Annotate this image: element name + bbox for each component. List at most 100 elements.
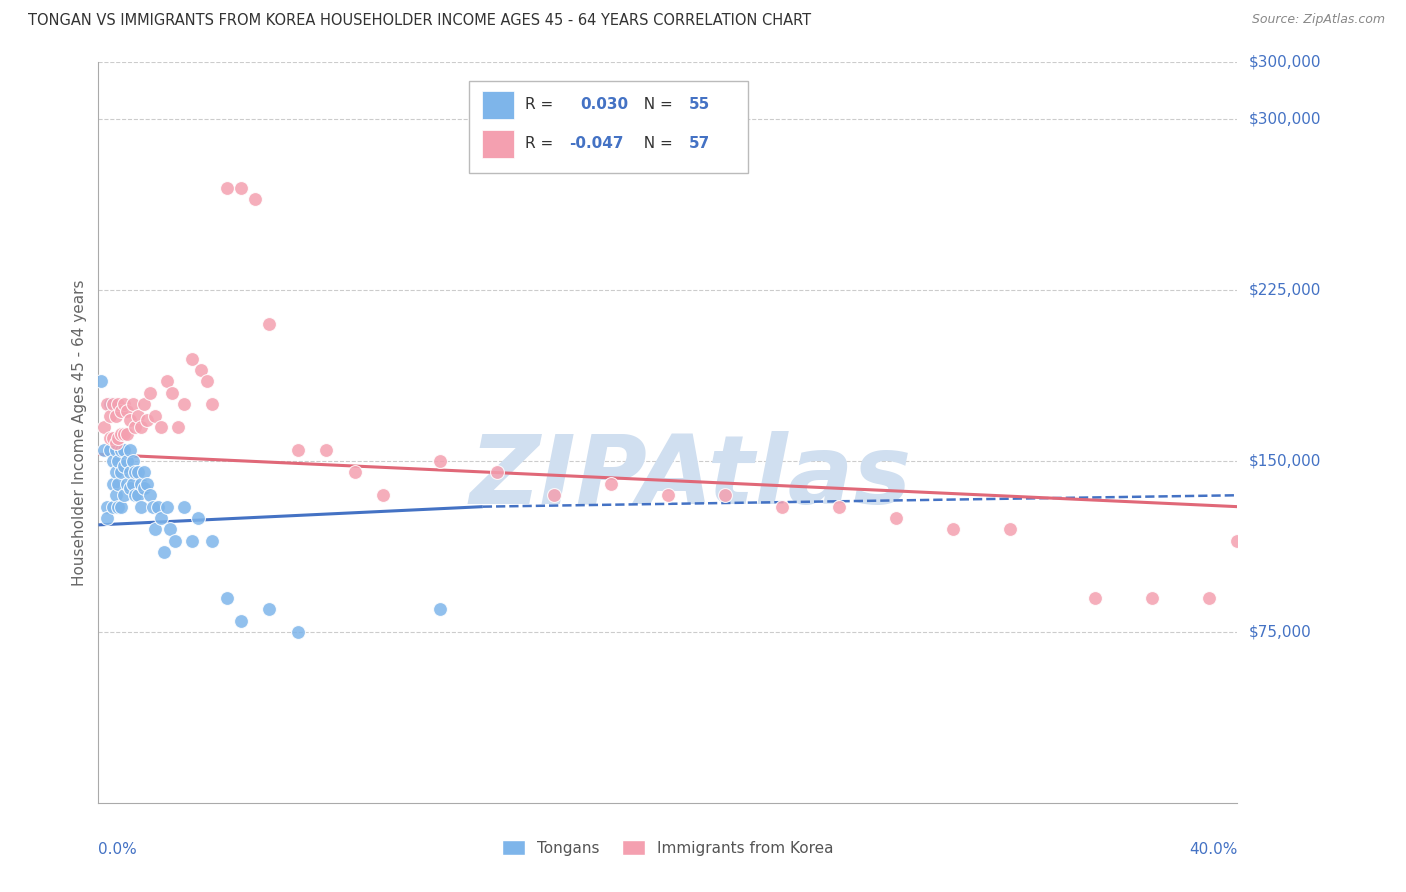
- Point: [101, 397, 124, 411]
- Text: $150,000: $150,000: [1249, 454, 1320, 468]
- Text: N =: N =: [634, 97, 678, 112]
- Point: [173, 397, 195, 411]
- Point: [107, 454, 129, 468]
- Point: [141, 500, 163, 514]
- Bar: [482, 130, 515, 158]
- Point: [884, 511, 907, 525]
- Point: [150, 420, 173, 434]
- Point: [121, 454, 143, 468]
- Point: [201, 397, 224, 411]
- Point: [215, 591, 238, 605]
- Point: [107, 397, 129, 411]
- Point: [112, 426, 135, 441]
- Point: [132, 466, 155, 480]
- Point: [110, 442, 132, 457]
- Text: 0.0%: 0.0%: [98, 842, 138, 856]
- Point: [115, 476, 138, 491]
- Point: [165, 533, 187, 548]
- Point: [259, 318, 281, 332]
- Text: $300,000: $300,000: [1249, 55, 1320, 70]
- Point: [127, 409, 149, 423]
- Point: [190, 363, 212, 377]
- Point: [181, 351, 204, 366]
- Text: $225,000: $225,000: [1249, 283, 1320, 298]
- Point: [1198, 591, 1220, 605]
- Text: 0.030: 0.030: [581, 97, 628, 112]
- Point: [129, 500, 152, 514]
- Point: [110, 426, 132, 441]
- Point: [121, 397, 143, 411]
- Point: [181, 533, 204, 548]
- Point: [145, 523, 167, 537]
- Point: [156, 375, 179, 389]
- Text: 40.0%: 40.0%: [1189, 842, 1237, 856]
- Point: [98, 397, 121, 411]
- Point: [828, 500, 851, 514]
- Point: [132, 482, 155, 496]
- Point: [96, 500, 118, 514]
- Point: [543, 488, 565, 502]
- Point: [124, 466, 146, 480]
- Point: [96, 511, 118, 525]
- Point: [124, 420, 146, 434]
- Point: [187, 511, 209, 525]
- Point: [156, 500, 179, 514]
- Point: [135, 413, 157, 427]
- Point: [145, 409, 167, 423]
- Point: [201, 533, 224, 548]
- Bar: [482, 91, 515, 119]
- Text: Source: ZipAtlas.com: Source: ZipAtlas.com: [1251, 13, 1385, 27]
- Point: [110, 500, 132, 514]
- Point: [110, 404, 132, 418]
- Text: R =: R =: [526, 136, 558, 152]
- Point: [104, 442, 127, 457]
- Text: TONGAN VS IMMIGRANTS FROM KOREA HOUSEHOLDER INCOME AGES 45 - 64 YEARS CORRELATIO: TONGAN VS IMMIGRANTS FROM KOREA HOUSEHOL…: [28, 13, 811, 29]
- Point: [195, 375, 218, 389]
- Point: [112, 442, 135, 457]
- Point: [138, 385, 160, 400]
- Point: [429, 602, 451, 616]
- Point: [101, 500, 124, 514]
- Point: [343, 466, 366, 480]
- Point: [167, 420, 190, 434]
- Text: N =: N =: [634, 136, 678, 152]
- Point: [287, 624, 309, 639]
- Point: [107, 500, 129, 514]
- FancyBboxPatch shape: [468, 81, 748, 173]
- Point: [173, 500, 195, 514]
- Point: [98, 431, 121, 445]
- Text: $75,000: $75,000: [1249, 624, 1312, 640]
- Point: [101, 476, 124, 491]
- Point: [148, 500, 170, 514]
- Point: [118, 442, 141, 457]
- Text: -0.047: -0.047: [569, 136, 623, 152]
- Point: [315, 442, 337, 457]
- Point: [93, 442, 115, 457]
- Point: [229, 614, 252, 628]
- Point: [107, 476, 129, 491]
- Point: [153, 545, 176, 559]
- Point: [243, 192, 266, 206]
- Point: [112, 488, 135, 502]
- Point: [942, 523, 965, 537]
- Point: [107, 431, 129, 445]
- Point: [112, 458, 135, 473]
- Point: [104, 435, 127, 450]
- Point: [118, 466, 141, 480]
- Point: [129, 476, 152, 491]
- Point: [998, 523, 1021, 537]
- Point: [104, 488, 127, 502]
- Y-axis label: Householder Income Ages 45 - 64 years: Householder Income Ages 45 - 64 years: [72, 279, 87, 586]
- Point: [1084, 591, 1107, 605]
- Point: [96, 397, 118, 411]
- Point: [287, 442, 309, 457]
- Point: [101, 454, 124, 468]
- Point: [127, 466, 149, 480]
- Point: [215, 180, 238, 194]
- Point: [714, 488, 737, 502]
- Point: [93, 420, 115, 434]
- Point: [121, 476, 143, 491]
- Text: 55: 55: [689, 97, 710, 112]
- Point: [162, 385, 184, 400]
- Point: [90, 375, 112, 389]
